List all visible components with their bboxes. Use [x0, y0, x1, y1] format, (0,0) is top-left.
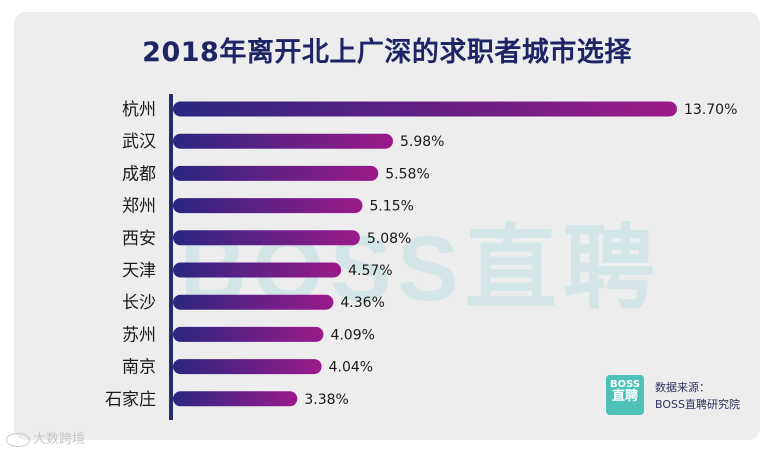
value-label: 13.70% [684, 102, 737, 118]
category-label: 西安 [122, 229, 156, 249]
bar [173, 165, 379, 181]
chart-title: 2018年离开北上广深的求职者城市选择 [142, 37, 632, 68]
bar [173, 359, 322, 375]
category-label: 杭州 [122, 100, 156, 120]
category-label: 长沙 [122, 293, 156, 313]
source-note: 数据来源： BOSS直聘研究院 [655, 379, 740, 413]
bar [173, 294, 334, 310]
category-label: 石家庄 [105, 390, 156, 410]
value-label: 3.38% [304, 392, 348, 408]
bar [173, 101, 677, 117]
bar [173, 230, 360, 246]
value-label: 5.15% [369, 199, 413, 215]
category-label: 南京 [122, 358, 156, 378]
category-label: 武汉 [122, 132, 156, 152]
boss-logo: BOSS 直聘 [606, 375, 644, 415]
value-label: 4.04% [329, 360, 373, 376]
weibo-icon [6, 432, 30, 447]
category-label: 天津 [122, 261, 156, 281]
source-name: BOSS直聘研究院 [655, 398, 740, 411]
value-label: 5.08% [367, 231, 411, 247]
value-label: 5.58% [385, 166, 429, 182]
chart-card [14, 12, 760, 440]
value-label: 5.98% [400, 134, 444, 150]
value-label: 4.09% [330, 327, 374, 343]
category-label: 成都 [122, 164, 156, 184]
bar [173, 133, 393, 149]
bar [173, 391, 298, 407]
bar [173, 198, 363, 214]
value-label: 4.36% [340, 295, 384, 311]
category-label: 郑州 [122, 197, 156, 217]
bar [173, 326, 324, 342]
bar [173, 262, 342, 278]
category-label: 苏州 [122, 325, 156, 345]
value-label: 4.57% [348, 263, 392, 279]
source-label: 数据来源： [655, 381, 710, 394]
weibo-watermark: 大数跨境 [6, 428, 85, 447]
